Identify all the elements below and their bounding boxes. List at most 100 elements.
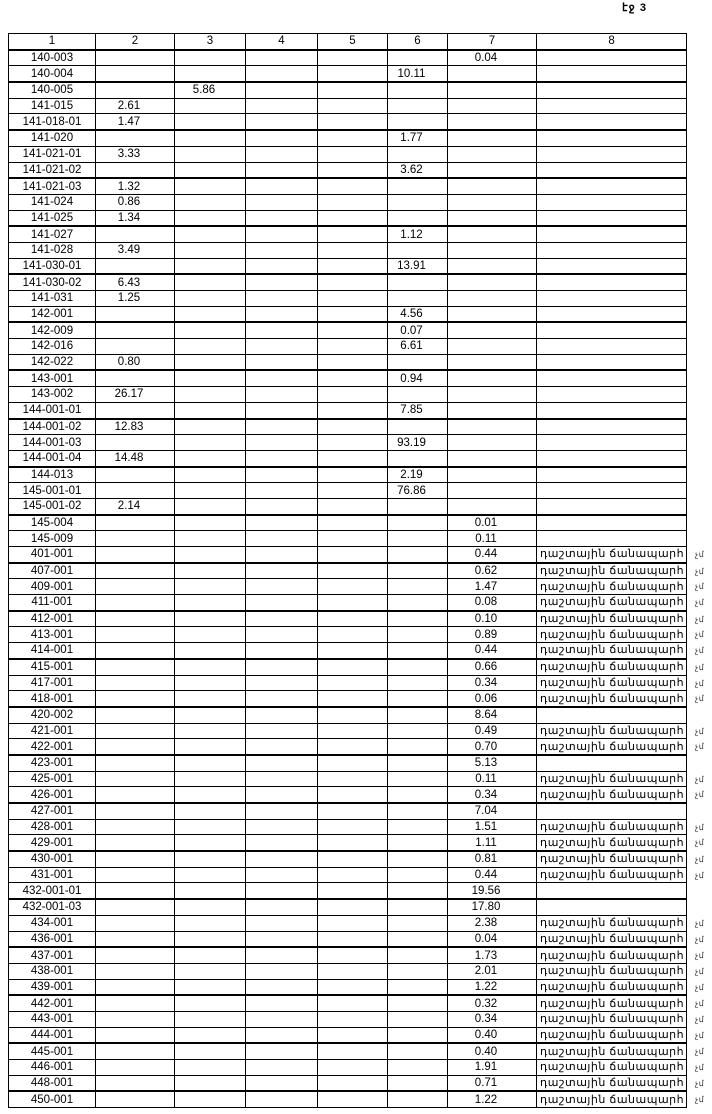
cell-col-5 — [317, 514, 388, 532]
cell-col-7: 0.49 — [447, 722, 537, 740]
cell-col-3 — [174, 946, 246, 964]
column-header: 4 — [245, 32, 318, 51]
cell-col-7 — [447, 129, 537, 147]
cell-col-5 — [317, 145, 388, 163]
cell-col-6 — [387, 914, 448, 932]
cell-col-4 — [245, 642, 318, 660]
cell-col-7: 0.71 — [447, 1074, 537, 1093]
cell-col-7 — [447, 434, 537, 451]
cell-col-5 — [317, 946, 388, 964]
cell-col-2 — [95, 545, 175, 564]
parcel-id-cell: 141-021-02 — [8, 161, 96, 180]
cell-col-8 — [535, 898, 688, 916]
parcel-id-cell: 143-001 — [8, 369, 96, 388]
parcel-id-cell: 442-001 — [8, 994, 96, 1012]
cell-col-2 — [95, 305, 175, 324]
cell-col-8: դաշտային ճանապարհ չմ — [535, 962, 704, 980]
parcel-id-cell: 426-001 — [8, 786, 96, 805]
cell-col-3 — [174, 161, 246, 180]
cell-col-3 — [174, 321, 246, 340]
cell-col-4 — [245, 321, 318, 340]
cell-col-2 — [95, 802, 175, 820]
cell-col-4 — [245, 209, 318, 228]
land-use-label: դաշտային ճանապարհ — [540, 869, 685, 882]
cell-col-6 — [387, 1010, 448, 1028]
table-row: 423-001 5.13 — [8, 754, 688, 772]
parcel-id-cell: 438-001 — [8, 962, 96, 980]
cell-col-2 — [95, 434, 175, 451]
cell-col-8 — [535, 129, 688, 147]
cell-col-4 — [245, 994, 318, 1012]
cell-col-5 — [317, 626, 388, 644]
cell-col-8: դաշտային ճանապարհ չմ — [535, 946, 704, 964]
cell-col-3 — [174, 290, 246, 307]
parcel-id-cell: 144-001-01 — [8, 401, 96, 420]
parcel-id-cell: 429-001 — [8, 834, 96, 853]
land-use-label: դաշտային ճանապարհ — [540, 980, 685, 993]
cell-col-6 — [387, 386, 448, 403]
cell-col-5 — [317, 482, 388, 499]
cell-col-8 — [535, 401, 688, 420]
cell-col-4 — [245, 898, 318, 916]
land-use-label: դաշտային ճանապարհ — [540, 1077, 685, 1090]
cell-col-7: 1.47 — [447, 578, 537, 596]
cell-col-5 — [317, 994, 388, 1012]
cell-col-5 — [317, 225, 388, 243]
cell-col-4 — [245, 386, 318, 403]
cell-col-2 — [95, 225, 175, 243]
cell-col-6 — [387, 353, 448, 372]
cell-col-8: դաշտային ճանապարհ չմ — [535, 738, 704, 756]
cell-col-8: դաշտային ճանապարհ չմ — [535, 850, 704, 868]
cell-col-8 — [535, 338, 688, 355]
cell-col-5 — [317, 930, 388, 949]
land-use-label: դաշտային ճանապարհ — [540, 613, 685, 626]
cell-col-4 — [245, 610, 318, 628]
cell-col-3 — [174, 225, 246, 243]
cell-col-6: 7.85 — [387, 401, 448, 420]
land-use-label: դաշտային ճանապարհ — [540, 836, 685, 849]
table-row: 444-001 0.40 դաշտային ճանապարհ չմ — [8, 1026, 704, 1045]
cell-col-2: 6.43 — [95, 273, 175, 292]
parcel-id-cell: 445-001 — [8, 1042, 96, 1061]
cell-col-3 — [174, 866, 246, 884]
parcel-id-cell: 141-018-01 — [8, 113, 96, 132]
parcel-id-cell: 437-001 — [8, 946, 96, 964]
cell-col-8: դաշտային ճանապարհ չմ — [535, 610, 704, 628]
cell-col-6: 1.12 — [387, 225, 448, 243]
parcel-id-cell: 444-001 — [8, 1026, 96, 1045]
cell-col-5 — [317, 49, 388, 67]
land-use-label: դաշտային ճանապարհ — [540, 821, 685, 834]
cell-col-2 — [95, 706, 175, 724]
table-row: 141-027 1.12 — [8, 225, 688, 243]
cell-col-7 — [447, 417, 537, 436]
cell-col-8 — [535, 305, 688, 324]
cell-col-2 — [95, 466, 175, 484]
cell-col-7: 0.11 — [447, 530, 537, 547]
table-row: 141-028 3.49 — [8, 241, 688, 259]
cell-col-4 — [245, 738, 318, 756]
cell-col-6: 4.56 — [387, 305, 448, 324]
cell-col-4 — [245, 353, 318, 372]
land-use-label: դաշտային ճանապարհ — [540, 692, 685, 705]
cell-col-8 — [535, 449, 688, 468]
cell-col-2 — [95, 770, 175, 788]
cell-col-2: 1.34 — [95, 209, 175, 228]
side-mark: չմ — [695, 982, 705, 992]
parcel-id-cell: 140-005 — [8, 81, 96, 99]
cell-col-4 — [245, 401, 318, 420]
cell-col-4 — [245, 914, 318, 932]
cell-col-8: դաշտային ճանապարհ չմ — [535, 834, 704, 853]
cell-col-3 — [174, 578, 246, 596]
cell-col-6 — [387, 610, 448, 628]
side-mark: չմ — [695, 1014, 705, 1024]
cell-col-5 — [317, 401, 388, 420]
cell-col-7 — [447, 338, 537, 355]
land-use-label: դաշտային ճանապարհ — [540, 740, 685, 753]
parcel-id-cell: 141-030-01 — [8, 257, 96, 276]
table-row: 439-001 1.22 դաշտային ճանապարհ չմ — [8, 978, 704, 997]
cell-col-5 — [317, 722, 388, 740]
page-number: էջ 3 — [622, 2, 647, 14]
parcel-id-cell: 144-013 — [8, 466, 96, 484]
cell-col-2 — [95, 674, 175, 692]
cell-col-2 — [95, 257, 175, 276]
